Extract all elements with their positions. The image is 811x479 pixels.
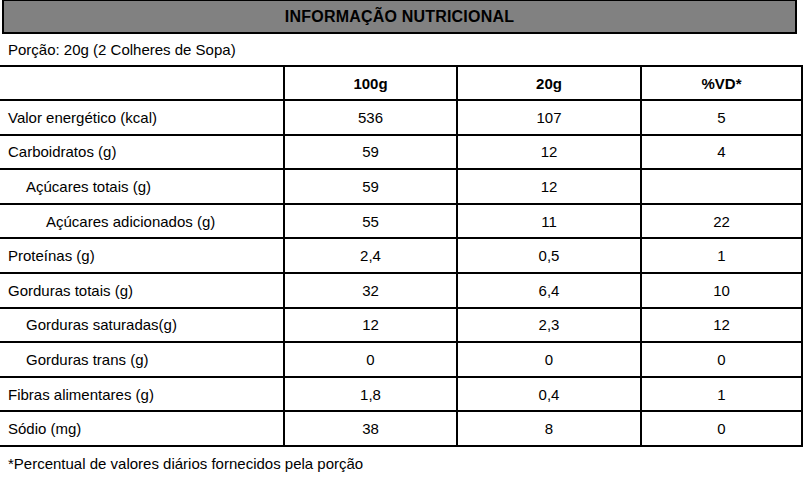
value-100g: 0 xyxy=(283,343,456,376)
value-vd: 10 xyxy=(640,274,803,307)
value-100g: 59 xyxy=(283,136,456,169)
nutrition-table: 100g 20g %VD* Valor energético (kcal) 53… xyxy=(0,67,803,447)
value-20g: 8 xyxy=(456,412,640,445)
portion-row: Porção: 20g (2 Colheres de Sopa) xyxy=(0,34,803,67)
table-row: Gorduras totais (g) 32 6,4 10 xyxy=(0,274,803,309)
nutrition-title-bar: INFORMAÇÃO NUTRICIONAL xyxy=(2,0,797,34)
table-row: Gorduras trans (g) 0 0 0 xyxy=(0,343,803,378)
value-100g: 38 xyxy=(283,412,456,445)
value-100g: 12 xyxy=(283,309,456,342)
table-row: Açúcares totais (g) 59 12 xyxy=(0,170,803,205)
row-label: Gorduras saturadas(g) xyxy=(0,309,283,342)
portion-label: Porção: 20g (2 Colheres de Sopa) xyxy=(8,41,236,58)
value-100g: 55 xyxy=(283,205,456,238)
table-row: Sódio (mg) 38 8 0 xyxy=(0,412,803,447)
header-cell-20g: 20g xyxy=(456,67,640,99)
header-cell-blank xyxy=(0,67,283,99)
value-vd: 0 xyxy=(640,412,803,445)
footnote: *Percentual de valores diários fornecido… xyxy=(0,447,803,472)
table-row: Valor energético (kcal) 536 107 5 xyxy=(0,101,803,136)
table-body: Valor energético (kcal) 536 107 5 Carboi… xyxy=(0,101,803,447)
value-20g: 0,5 xyxy=(456,239,640,272)
value-vd: 4 xyxy=(640,136,803,169)
table-row: Açúcares adicionados (g) 55 11 22 xyxy=(0,205,803,240)
value-20g: 2,3 xyxy=(456,309,640,342)
value-20g: 11 xyxy=(456,205,640,238)
value-100g: 536 xyxy=(283,101,456,134)
value-20g: 0,4 xyxy=(456,378,640,411)
nutrition-label: INFORMAÇÃO NUTRICIONAL Porção: 20g (2 Co… xyxy=(0,0,811,479)
value-100g: 2,4 xyxy=(283,239,456,272)
value-vd: 22 xyxy=(640,205,803,238)
row-label: Gorduras trans (g) xyxy=(0,343,283,376)
nutrition-title: INFORMAÇÃO NUTRICIONAL xyxy=(285,8,514,26)
value-vd: 5 xyxy=(640,101,803,134)
value-20g: 6,4 xyxy=(456,274,640,307)
row-label: Valor energético (kcal) xyxy=(0,101,283,134)
value-vd: 0 xyxy=(640,343,803,376)
value-vd: 12 xyxy=(640,309,803,342)
value-20g: 12 xyxy=(456,170,640,203)
header-cell-vd: %VD* xyxy=(640,67,803,99)
row-label: Sódio (mg) xyxy=(0,412,283,445)
table-row: Carboidratos (g) 59 12 4 xyxy=(0,136,803,171)
table-header-row: 100g 20g %VD* xyxy=(0,67,803,101)
value-vd: 1 xyxy=(640,239,803,272)
row-label: Proteínas (g) xyxy=(0,239,283,272)
value-vd: 1 xyxy=(640,378,803,411)
value-vd xyxy=(640,170,803,203)
row-label: Fibras alimentares (g) xyxy=(0,378,283,411)
header-cell-100g: 100g xyxy=(283,67,456,99)
value-100g: 32 xyxy=(283,274,456,307)
value-100g: 1,8 xyxy=(283,378,456,411)
table-row: Gorduras saturadas(g) 12 2,3 12 xyxy=(0,309,803,344)
row-label: Carboidratos (g) xyxy=(0,136,283,169)
value-20g: 12 xyxy=(456,136,640,169)
value-20g: 107 xyxy=(456,101,640,134)
row-label: Açúcares adicionados (g) xyxy=(0,205,283,238)
footnote-text: *Percentual de valores diários fornecido… xyxy=(8,455,363,472)
row-label: Gorduras totais (g) xyxy=(0,274,283,307)
table-row: Proteínas (g) 2,4 0,5 1 xyxy=(0,239,803,274)
value-20g: 0 xyxy=(456,343,640,376)
table-row: Fibras alimentares (g) 1,8 0,4 1 xyxy=(0,378,803,413)
row-label: Açúcares totais (g) xyxy=(0,170,283,203)
value-100g: 59 xyxy=(283,170,456,203)
